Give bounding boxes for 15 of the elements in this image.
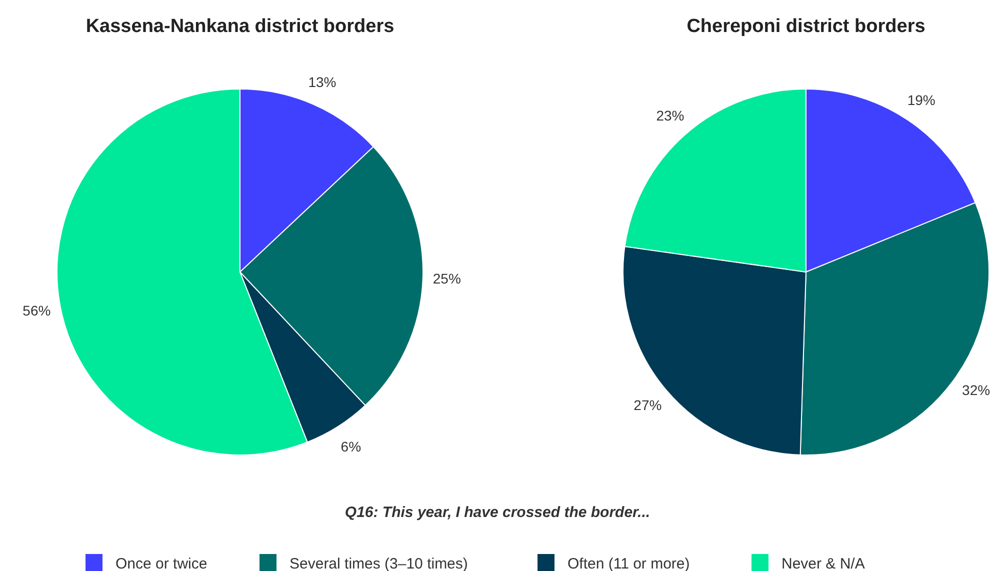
chart-title: Kassena-Nankana district borders — [86, 16, 394, 37]
legend-label: Never & N/A — [782, 555, 865, 571]
legend-label: Often (11 or more) — [568, 555, 690, 571]
data-label: 56% — [22, 302, 51, 319]
legend-label: Once or twice — [116, 555, 208, 571]
data-label: 32% — [962, 382, 990, 398]
data-label: 6% — [340, 438, 362, 455]
data-label: 23% — [656, 108, 684, 124]
legend-label: Several times (3–10 times) — [290, 555, 468, 571]
data-label: 25% — [432, 270, 461, 286]
data-label: 19% — [907, 92, 936, 108]
data-label: 13% — [308, 74, 336, 90]
data-label: 27% — [634, 397, 662, 414]
chart-title: Chereponi district borders — [686, 16, 926, 37]
legend-title: Q16: This year, I have crossed the border... — [344, 504, 650, 521]
